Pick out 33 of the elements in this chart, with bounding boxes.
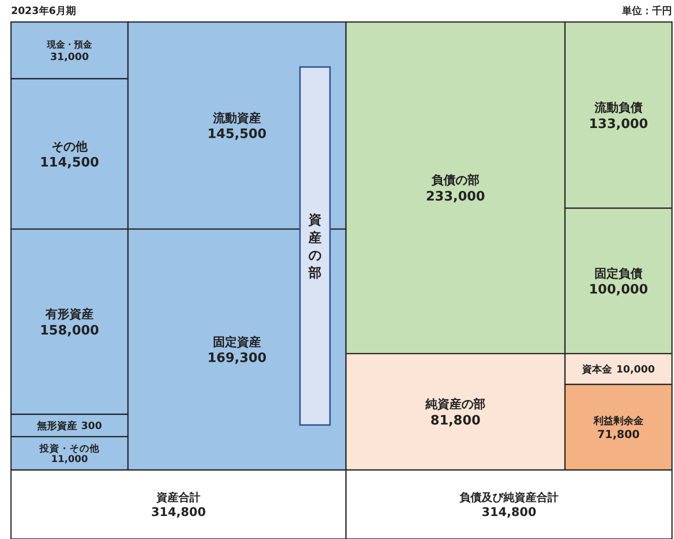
category-label: 投資・その他 xyxy=(38,442,100,455)
category-label: 固定資産 xyxy=(213,334,261,349)
data-label: 158,000 xyxy=(40,323,100,338)
category-label: 資産の部 xyxy=(308,213,322,281)
text: 2023年6月期 xyxy=(11,5,76,17)
data-label: 133,000 xyxy=(588,116,648,132)
category-label: その他 xyxy=(52,139,88,154)
data-label: 300 xyxy=(81,420,102,432)
category-label: 無形資産 xyxy=(36,420,78,432)
data-label: 71,800 xyxy=(597,428,640,441)
data-label: 100,000 xyxy=(588,282,648,298)
category-label: 固定負債 xyxy=(594,266,642,280)
data-label: 10,000 xyxy=(616,364,655,376)
data-label: 11,000 xyxy=(51,454,88,466)
category-label: 流動負債 xyxy=(594,100,642,115)
category-label: 有形資産 xyxy=(44,307,94,322)
category-label: 負債の部 xyxy=(432,173,480,188)
data-label: 314,800 xyxy=(482,505,536,520)
category-label: 純資産の部 xyxy=(424,397,486,412)
text: 単位：千円 xyxy=(621,5,672,17)
data-label: 314,800 xyxy=(151,505,206,520)
category-label: 資産合計 xyxy=(156,491,200,504)
data-label: 81,800 xyxy=(430,413,481,428)
category-label: 負債及び純資産合計 xyxy=(458,491,558,504)
category-label: 資本金 xyxy=(581,364,614,376)
category-label: 利益剰余金 xyxy=(592,415,644,428)
data-label: 31,000 xyxy=(50,52,89,64)
data-label: 169,300 xyxy=(207,351,267,366)
category-label: 現金・預金 xyxy=(46,40,93,51)
data-label: 233,000 xyxy=(426,189,486,204)
category-label: 流動資産 xyxy=(212,110,261,125)
data-label: 114,500 xyxy=(40,156,100,171)
data-label: 145,500 xyxy=(207,127,267,142)
